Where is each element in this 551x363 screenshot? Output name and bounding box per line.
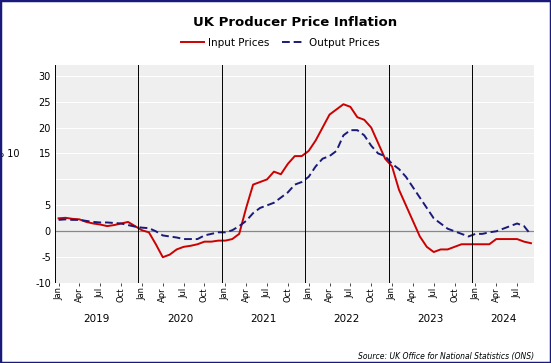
Text: 2022: 2022: [334, 314, 360, 324]
Text: 2020: 2020: [167, 314, 193, 324]
Text: 2019: 2019: [84, 314, 110, 324]
Text: 2024: 2024: [490, 314, 516, 324]
Text: Source: UK Office for National Statistics (ONS): Source: UK Office for National Statistic…: [358, 352, 534, 361]
Text: 2023: 2023: [417, 314, 444, 324]
Text: % 10: % 10: [0, 148, 19, 159]
Text: 2021: 2021: [250, 314, 277, 324]
Legend: Input Prices, Output Prices: Input Prices, Output Prices: [177, 33, 384, 52]
Title: UK Producer Price Inflation: UK Producer Price Inflation: [193, 16, 397, 29]
